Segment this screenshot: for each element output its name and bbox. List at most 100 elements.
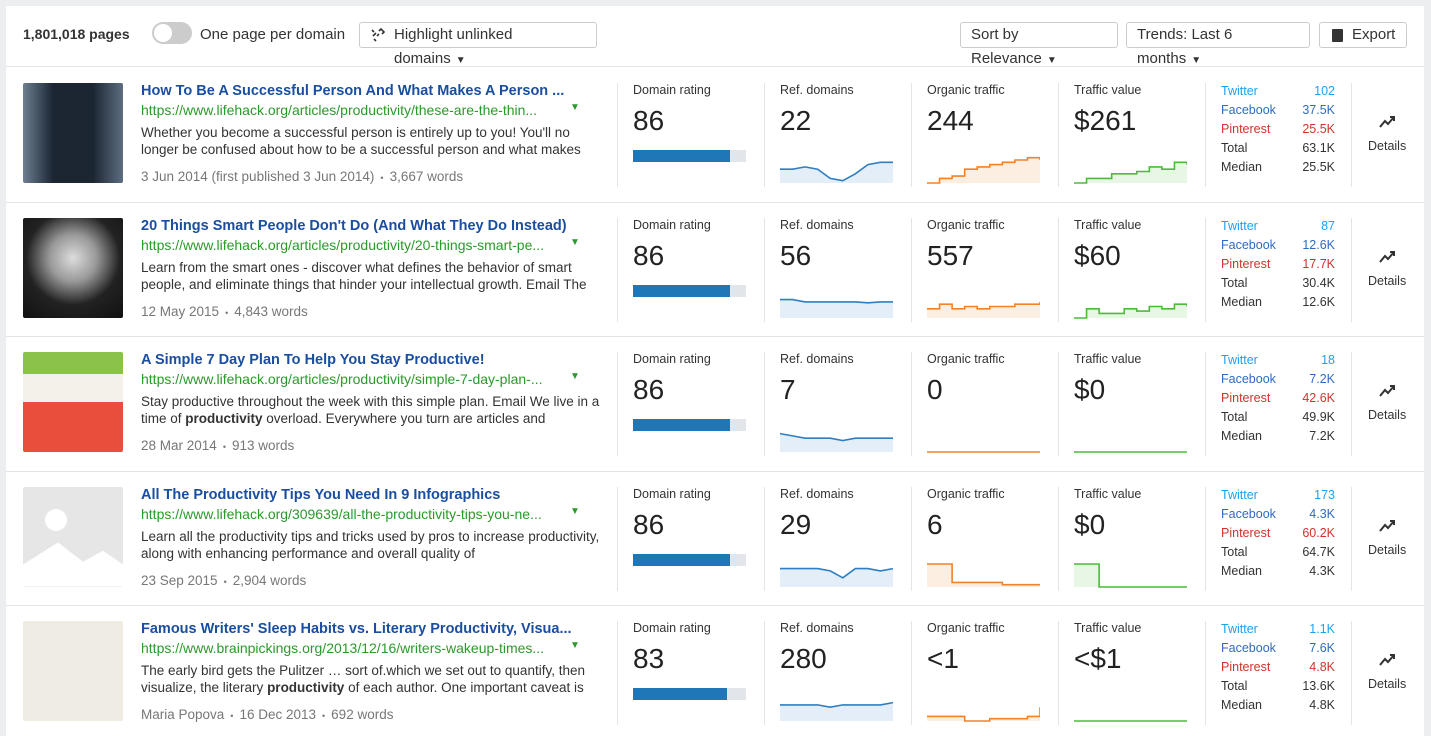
url-caret: ▼ [570,640,580,651]
rating-bar-track [633,150,746,162]
unlink-icon [371,27,386,42]
details-link[interactable]: Details [1368,677,1407,691]
url-text[interactable]: https://www.lifehack.org/articles/produc… [141,371,543,387]
column-divider [1351,83,1352,187]
meta-item: 3 Jun 2014 (first published 3 Jun 2014) [141,169,375,184]
metric-value: 557 [927,239,974,271]
column-divider [617,352,618,456]
details-icon[interactable] [1379,518,1397,532]
details-icon[interactable] [1379,114,1397,128]
social-label: Twitter [1221,218,1258,233]
details-link[interactable]: Details [1368,408,1407,422]
sparkline-line [780,161,893,182]
column-divider [1205,621,1206,725]
thumbnail [23,217,123,318]
result-title[interactable]: 20 Things Smart People Don't Do (And Wha… [141,217,567,234]
social-label: Facebook [1221,641,1276,655]
meta-separator: • [225,307,229,318]
column-divider [1058,486,1059,591]
social-label: Pinterest [1221,256,1271,271]
metric-label: Traffic value [1074,352,1142,366]
metric-value: 29 [780,508,812,540]
description-bold: productivity [267,680,345,695]
result-description: Learn all the productivity tips and tric… [141,528,603,562]
column-divider [1205,486,1206,591]
details-icon[interactable] [1379,249,1397,263]
description-text: overload. Everywhere you turn are articl… [262,411,546,426]
url-text[interactable]: https://www.lifehack.org/articles/produc… [141,236,545,253]
sparkline [780,298,893,318]
social-value: 13.6K [1302,679,1335,693]
sort-button[interactable]: Sort by Relevance ▼ [960,22,1118,67]
description-text: Whether you become a successful person i… [141,125,581,157]
sparkline [927,707,1040,722]
toggle-label[interactable]: One page per domain [200,26,346,43]
description-text: Learn all the productivity tips and tric… [141,528,600,561]
social-value: 17.7K [1302,256,1335,271]
sparkline [1074,302,1187,319]
highlight-button[interactable]: Highlight unlinked domains ▼ [359,22,597,67]
sparkline-area [780,299,893,318]
metric-value: 6 [927,508,943,540]
social-label: Facebook [1221,237,1276,252]
column-divider [1205,352,1206,456]
page-count: 1,801,018 pages [23,26,130,42]
url-text[interactable]: https://www.lifehack.org/articles/produc… [141,102,538,118]
meta-item: 692 words [331,707,394,722]
toggle-switch[interactable] [152,22,192,44]
social-label: Median [1221,160,1262,174]
metric-label: Domain rating [633,621,711,635]
social-label: Twitter [1221,353,1258,367]
export-button[interactable]: Export [1319,22,1407,48]
sparkline-area [1074,303,1187,318]
metric-value: 280 [780,643,827,674]
social-value: 4.3K [1309,506,1335,521]
meta-separator: • [223,576,227,587]
sparkline-area [927,563,1040,587]
result-title[interactable]: How To Be A Successful Person And What M… [141,83,565,99]
social-label: Facebook [1221,506,1276,521]
metric-label: Organic traffic [927,352,1005,366]
metric-label: Organic traffic [927,217,1005,232]
metric-value: 83 [633,643,665,674]
url-text[interactable]: https://www.lifehack.org/309639/all-the-… [141,505,542,522]
column-divider [617,621,618,725]
rating-bar-track [633,688,746,700]
column-divider [1205,83,1206,187]
metric-value: 86 [633,105,665,136]
trends-button[interactable]: Trends: Last 6 months ▼ [1126,22,1310,67]
details-icon[interactable] [1379,652,1397,666]
result-meta: Maria Popova • 16 Dec 2013 • 692 words [141,707,393,722]
results-panel: 1,801,018 pages One page per domain Highli… [6,6,1424,736]
column-divider [764,83,765,187]
social-value: 4.3K [1309,563,1335,578]
meta-item: 2,904 words [232,572,307,588]
rating-bar [633,688,727,700]
meta-separator: • [380,173,384,183]
meta-item: 3,667 words [389,169,464,184]
social-label: Median [1221,294,1262,309]
thumbnail [23,83,123,183]
social-value: 102 [1314,84,1335,98]
details-icon[interactable] [1379,383,1397,397]
url-text[interactable]: https://www.brainpickings.org/2013/12/16… [141,640,545,656]
result-title[interactable]: All The Productivity Tips You Need In 9 … [141,486,501,503]
details-link[interactable]: Details [1368,273,1407,288]
social-label: Pinterest [1221,660,1271,674]
details-link[interactable]: Details [1368,139,1407,153]
metric-value: 7 [780,374,796,405]
result-title[interactable]: A Simple 7 Day Plan To Help You Stay Pro… [141,352,485,368]
details-icon-path [1379,250,1395,263]
description-bold: productivity [185,411,263,426]
result-url: https://www.lifehack.org/articles/produc… [141,102,580,123]
details-link[interactable]: Details [1368,542,1407,557]
result-meta: 23 Sep 2015 • 2,904 words [141,573,306,588]
metric-value: 86 [633,239,665,271]
details-icon-path [1379,519,1395,532]
metric-label: Traffic value [1074,486,1142,501]
result-title[interactable]: Famous Writers' Sleep Habits vs. Literar… [141,621,572,637]
social-label: Pinterest [1221,122,1271,136]
sparkline-area [927,301,1040,318]
sparkline [1074,720,1187,722]
thumbnail [23,352,123,452]
